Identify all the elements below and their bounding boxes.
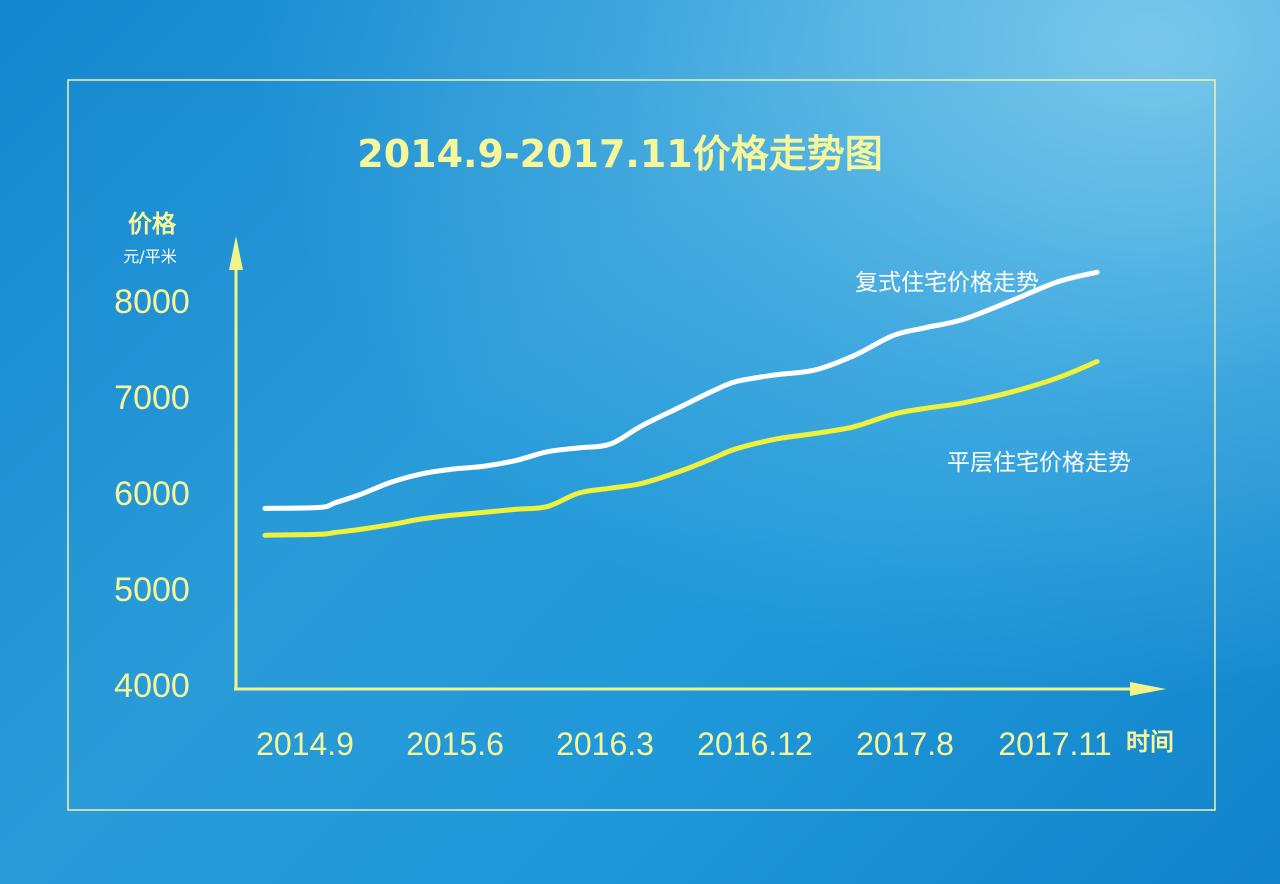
y-tick-label: 7000 <box>114 379 190 417</box>
y-tick-label: 5000 <box>114 571 190 609</box>
y-tick-labels: 8000 7000 6000 5000 4000 <box>114 283 190 705</box>
duplex-series-label: 复式住宅价格走势 <box>855 270 1039 296</box>
x-tick-label: 2015.6 <box>406 726 504 762</box>
series-lines <box>262 269 1100 538</box>
duplex-price-line <box>262 269 1100 511</box>
chart-frame <box>67 79 1216 811</box>
x-tick-label: 2016.12 <box>697 726 813 762</box>
x-tick-labels: 2014.9 2015.6 2016.3 2016.12 2017.8 2017.11 <box>256 726 1112 762</box>
y-tick-label: 4000 <box>114 667 190 705</box>
x-axis-arrow <box>1130 682 1166 696</box>
y-tick-label: 6000 <box>114 475 190 513</box>
chart-title: 2014.9-2017.11价格走势图 <box>357 132 883 176</box>
y-axis-arrow <box>229 236 243 270</box>
y-tick-label: 8000 <box>114 283 190 321</box>
x-tick-label: 2017.8 <box>856 726 954 762</box>
flat-series-label: 平层住宅价格走势 <box>947 450 1131 476</box>
x-axis-label: 时间 <box>1126 728 1174 756</box>
x-tick-label: 2014.9 <box>256 726 354 762</box>
x-tick-label: 2017.11 <box>998 726 1111 762</box>
flat-price-line <box>262 359 1100 538</box>
y-axis-label: 价格 <box>128 210 177 238</box>
x-tick-label: 2016.3 <box>556 726 654 762</box>
y-axis-unit: 元/平米 <box>123 247 176 266</box>
